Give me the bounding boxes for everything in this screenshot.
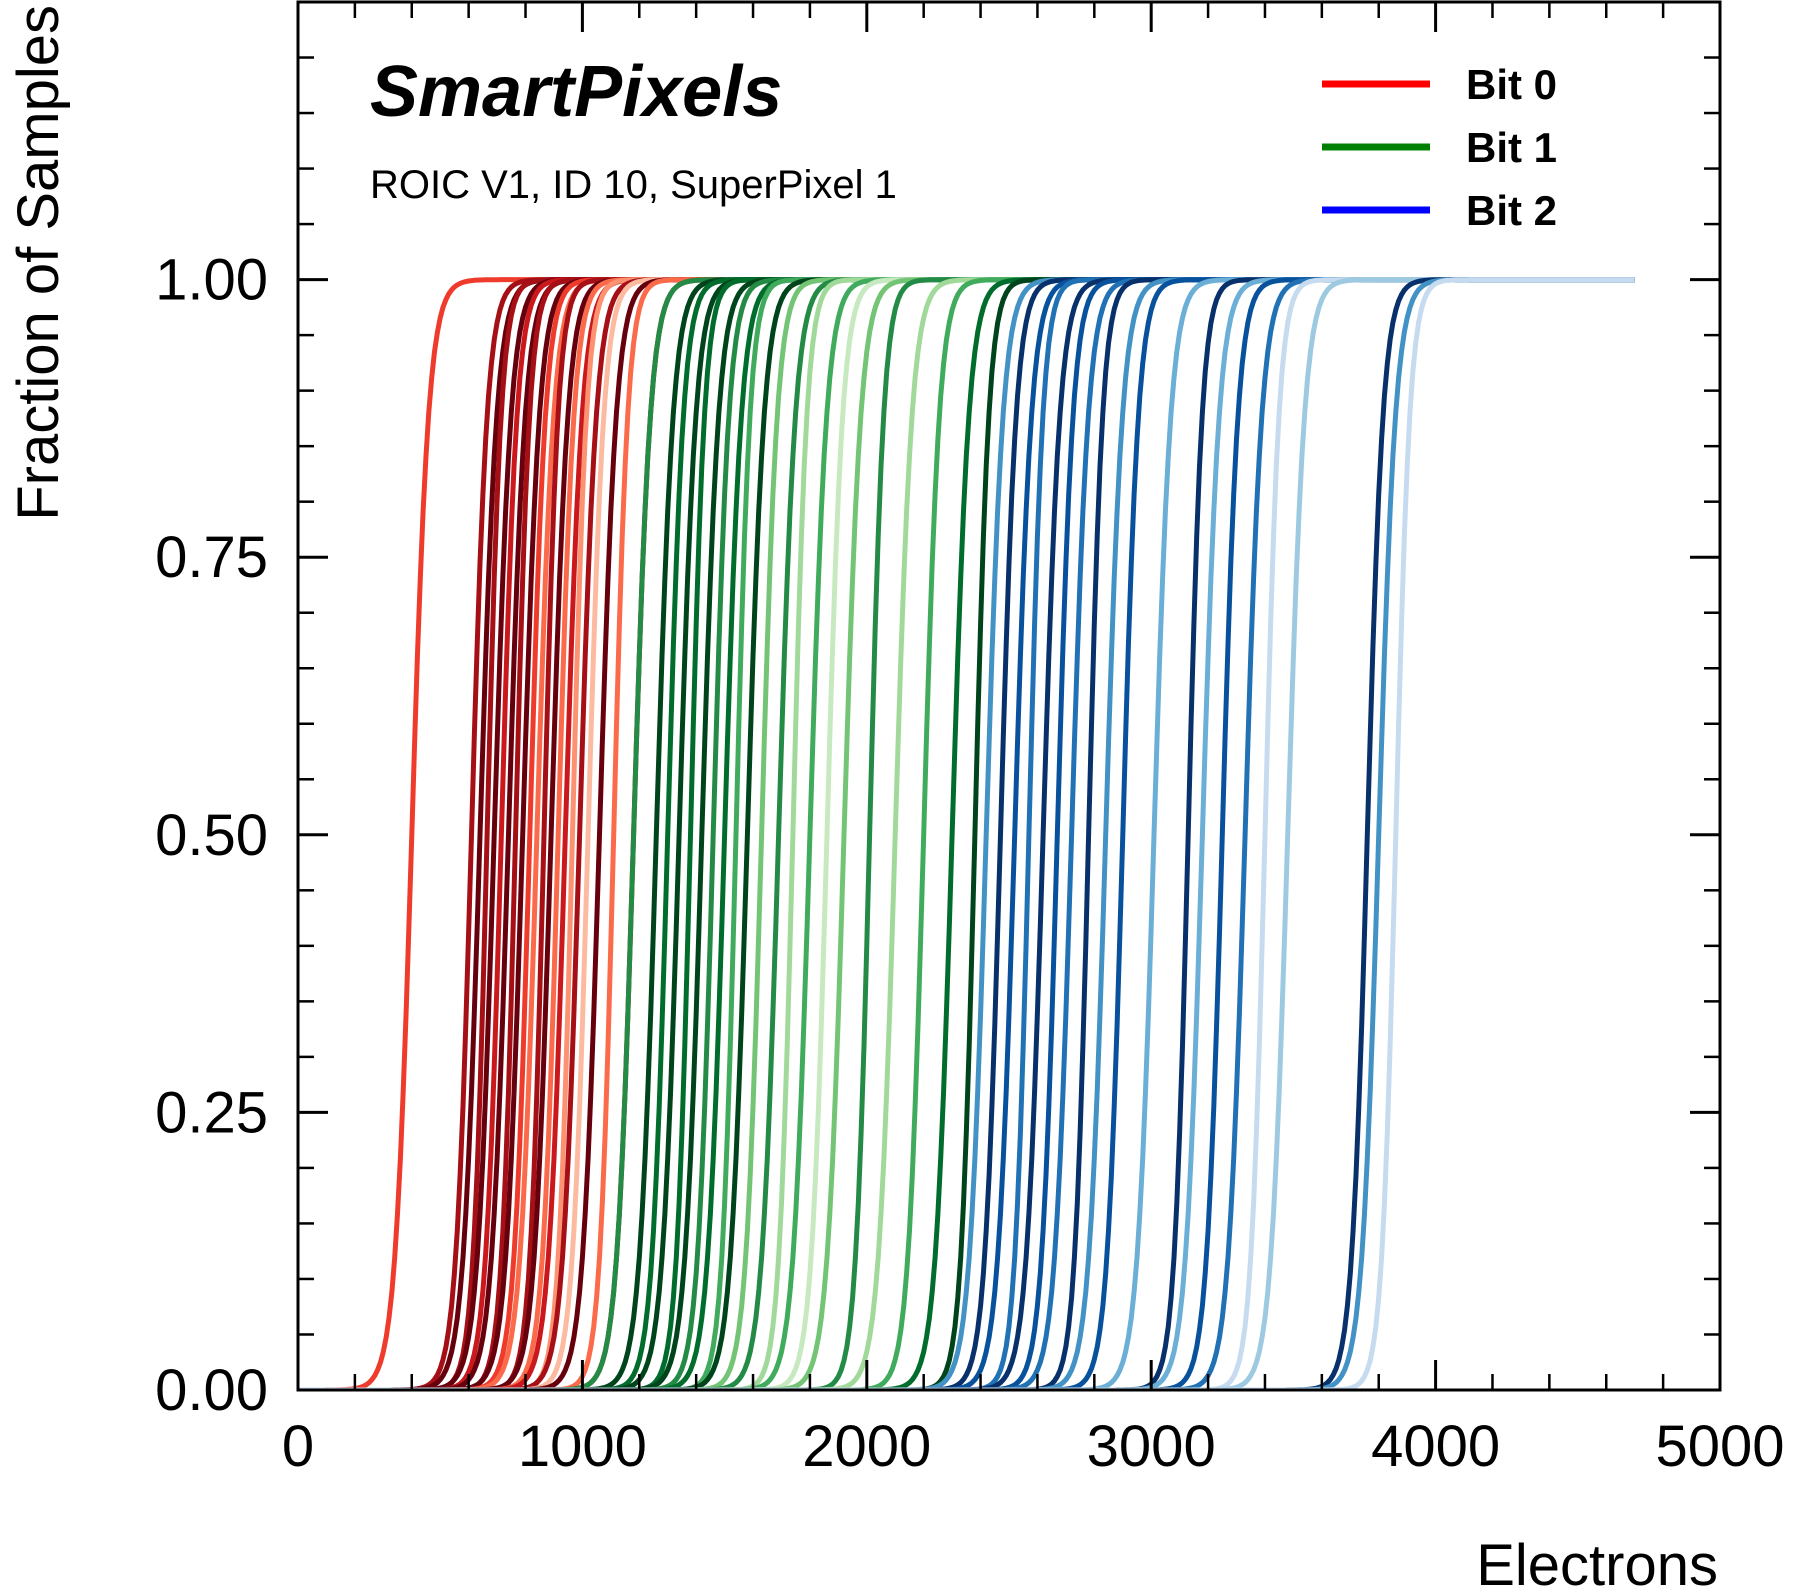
curve-bit-0-4 <box>298 277 725 1390</box>
legend-label-bit-1: Bit 1 <box>1466 124 1557 171</box>
y-tick-label: 1.00 <box>155 248 268 313</box>
legend-label-bit-2: Bit 2 <box>1466 187 1557 234</box>
curve-bit-1-19 <box>298 277 1109 1390</box>
labels-layer: 0 1000 2000 3000 4000 5000 0.00 0.25 0.50 0.75 1.0… <box>155 248 1784 1479</box>
curve-bit-2-16 <box>298 277 1635 1390</box>
y-axis-label: Fraction of Samples <box>6 5 71 521</box>
y-tick-label: 0.50 <box>155 803 268 868</box>
x-tick-label: 2000 <box>802 1414 931 1479</box>
legend-label-bit-0: Bit 0 <box>1466 61 1557 108</box>
y-tick-label: 0.00 <box>155 1358 268 1423</box>
curve-bit-2-19 <box>298 277 1635 1390</box>
chart-subtitle: ROIC V1, ID 10, SuperPixel 1 <box>370 163 897 207</box>
y-tick-label: 0.25 <box>155 1080 268 1145</box>
curve-bit-2-17 <box>298 277 1635 1390</box>
x-tick-label: 5000 <box>1655 1414 1784 1479</box>
curve-bit-1-20 <box>298 277 1109 1390</box>
legend: Bit 0 Bit 1 Bit 2 <box>1322 61 1557 234</box>
y-tick-label: 0.75 <box>155 525 268 590</box>
x-tick-label: 4000 <box>1371 1414 1500 1479</box>
curve-bit-2-18 <box>298 277 1635 1390</box>
curve-bit-0-19 <box>298 277 725 1390</box>
curves-layer <box>298 277 1635 1390</box>
x-tick-label: 1000 <box>518 1414 647 1479</box>
x-tick-label: 0 <box>282 1414 314 1479</box>
brand-title: SmartPixels <box>370 52 782 132</box>
x-axis-label: Electrons <box>1476 1533 1718 1593</box>
ticks-layer <box>296 0 1722 1392</box>
x-tick-label: 3000 <box>1087 1414 1216 1479</box>
curve-bit-1-18 <box>298 277 1109 1390</box>
plot-frame <box>296 0 1722 1392</box>
